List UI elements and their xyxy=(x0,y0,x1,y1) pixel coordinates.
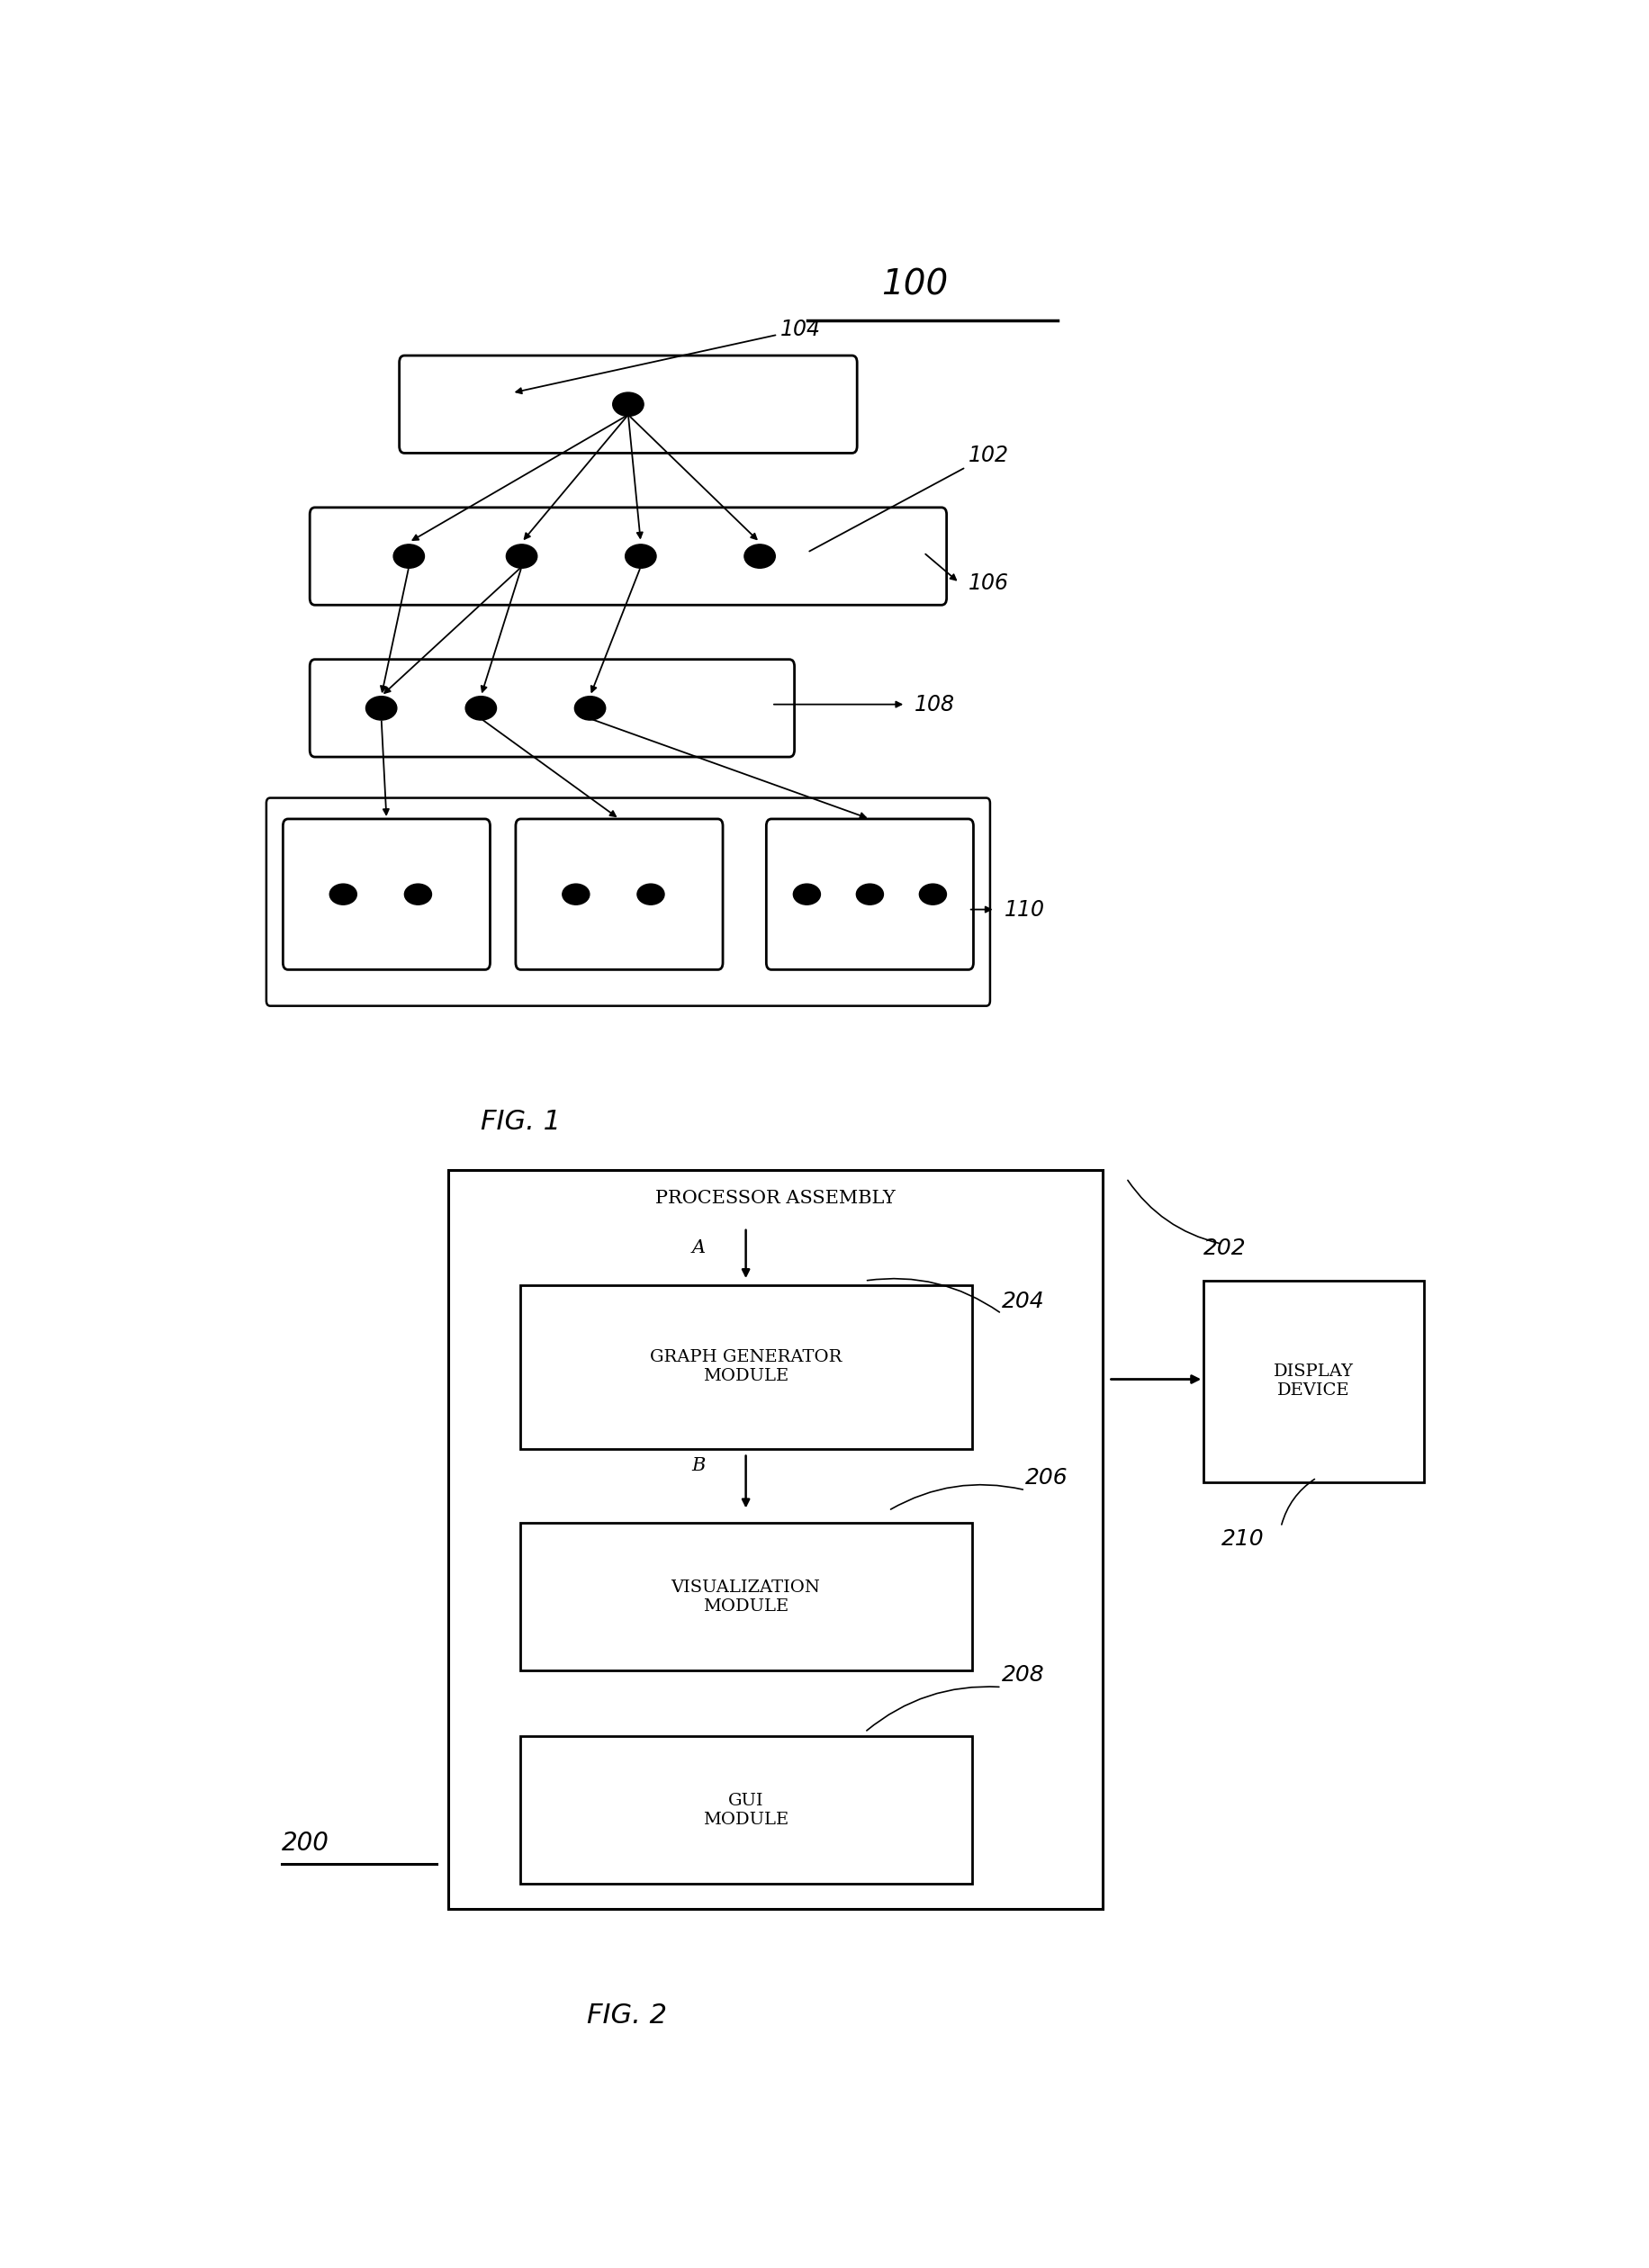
Text: 108: 108 xyxy=(914,694,955,714)
Ellipse shape xyxy=(465,696,496,719)
Text: 208: 208 xyxy=(1001,1665,1044,1685)
Text: B: B xyxy=(691,1456,704,1474)
FancyBboxPatch shape xyxy=(310,660,793,758)
Ellipse shape xyxy=(562,885,589,905)
FancyBboxPatch shape xyxy=(284,819,490,971)
Text: 102: 102 xyxy=(810,445,1008,551)
Text: 210: 210 xyxy=(1220,1529,1263,1549)
Text: 204: 204 xyxy=(1001,1290,1044,1313)
Ellipse shape xyxy=(856,885,882,905)
Text: FIG. 2: FIG. 2 xyxy=(587,2003,666,2030)
Text: 110: 110 xyxy=(1004,898,1044,921)
Ellipse shape xyxy=(625,544,656,567)
Ellipse shape xyxy=(506,544,538,567)
Ellipse shape xyxy=(392,544,424,567)
Ellipse shape xyxy=(574,696,605,719)
Text: A: A xyxy=(691,1238,704,1256)
Ellipse shape xyxy=(404,885,432,905)
Bar xyxy=(1204,1281,1423,1481)
Text: FIG. 1: FIG. 1 xyxy=(480,1109,561,1136)
Text: GUI
MODULE: GUI MODULE xyxy=(702,1792,788,1828)
Bar xyxy=(519,1737,971,1885)
Text: 100: 100 xyxy=(881,268,948,302)
Text: GRAPH GENERATOR
MODULE: GRAPH GENERATOR MODULE xyxy=(650,1349,841,1383)
Ellipse shape xyxy=(366,696,397,719)
Text: VISUALIZATION
MODULE: VISUALIZATION MODULE xyxy=(671,1579,820,1615)
Text: 206: 206 xyxy=(1024,1467,1067,1488)
Text: 104: 104 xyxy=(516,320,821,395)
Ellipse shape xyxy=(612,392,643,417)
FancyBboxPatch shape xyxy=(765,819,973,971)
FancyBboxPatch shape xyxy=(399,356,856,454)
Text: DISPLAY
DEVICE: DISPLAY DEVICE xyxy=(1273,1363,1352,1399)
Ellipse shape xyxy=(793,885,820,905)
Ellipse shape xyxy=(637,885,665,905)
FancyBboxPatch shape xyxy=(516,819,722,971)
Bar xyxy=(449,1170,1102,1910)
Text: PROCESSOR ASSEMBLY: PROCESSOR ASSEMBLY xyxy=(655,1191,895,1207)
Text: 106: 106 xyxy=(968,572,1008,594)
Ellipse shape xyxy=(744,544,775,567)
FancyBboxPatch shape xyxy=(310,508,947,606)
Ellipse shape xyxy=(330,885,356,905)
Ellipse shape xyxy=(918,885,947,905)
Bar xyxy=(519,1522,971,1672)
Text: 200: 200 xyxy=(282,1830,330,1855)
Bar xyxy=(519,1286,971,1449)
Text: 202: 202 xyxy=(1204,1236,1247,1259)
